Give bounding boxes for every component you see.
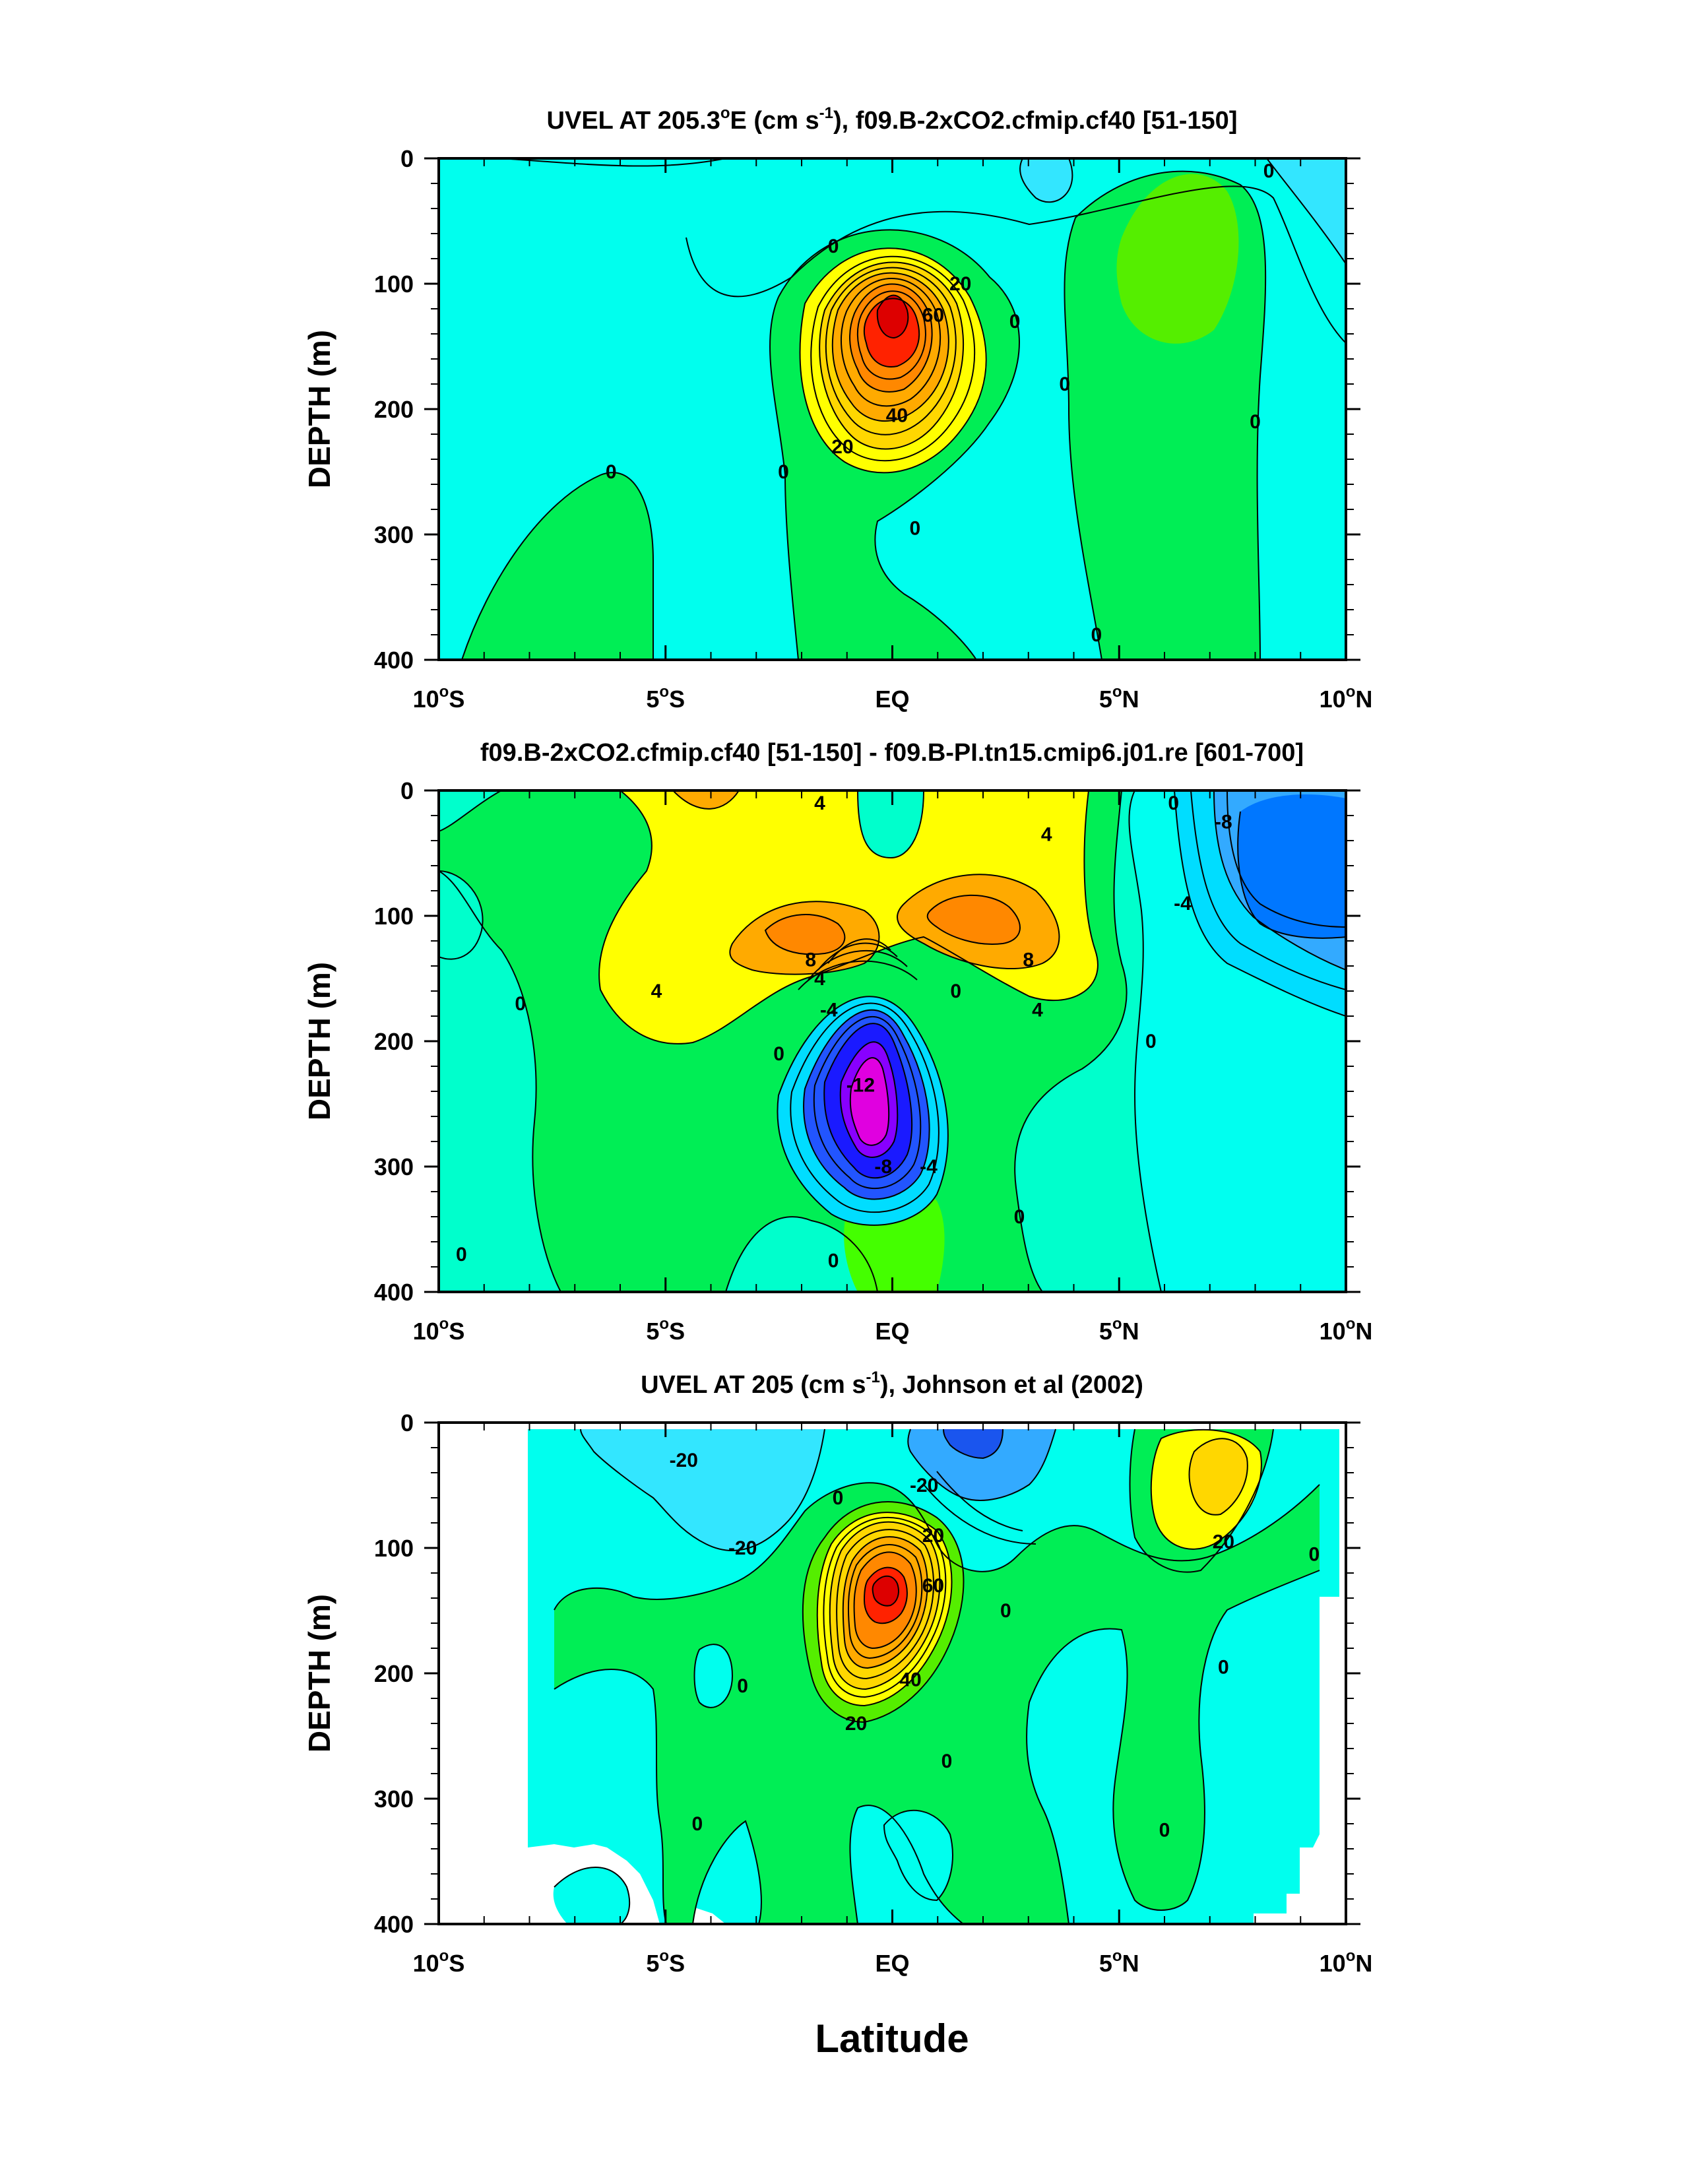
contour-label: 4 <box>1041 824 1052 846</box>
contour-label: 0 <box>1145 1031 1157 1052</box>
y-axis-label: DEPTH (m) <box>302 962 336 1120</box>
x-tick-label: 5oS <box>646 1315 685 1345</box>
contour-label: 0 <box>828 1250 839 1272</box>
y-tick-label: 300 <box>374 1153 414 1180</box>
contour-label: 0 <box>515 993 526 1015</box>
x-tick-label: 5oN <box>1099 1947 1139 1977</box>
contour-label: 0 <box>950 980 961 1002</box>
panel-3: UVEL AT 205 (cm s-1), Johnson et al (200… <box>439 1368 1346 1924</box>
contour-label: 4 <box>1032 1000 1043 1021</box>
y-tick-label: 100 <box>374 1535 414 1562</box>
x-tick-label: 10oN <box>1320 683 1373 713</box>
x-tick-label: EQ <box>875 1950 909 1977</box>
y-tick-label: 0 <box>400 1409 414 1436</box>
y-tick-label: 200 <box>374 396 414 423</box>
contour-label: 0 <box>773 1043 784 1065</box>
x-tick-label: EQ <box>875 1318 909 1345</box>
contour-label: 0 <box>692 1813 703 1835</box>
contour-label: 20 <box>831 436 853 458</box>
contour-label: 0 <box>1159 1820 1170 1842</box>
contour-label: 4 <box>814 968 825 990</box>
contour-label: 0 <box>1309 1544 1320 1566</box>
figure-xlabel: Latitude <box>815 2016 969 2061</box>
contour-label: 20 <box>922 1525 944 1547</box>
contour-label: 0 <box>828 236 839 257</box>
contour-label: 0 <box>1000 1600 1011 1622</box>
contour-label: -8 <box>1215 812 1232 833</box>
contour-label: 0 <box>737 1675 748 1697</box>
x-tick-label: 10oN <box>1320 1947 1373 1977</box>
y-tick-label: 100 <box>374 903 414 930</box>
panel-3-title: UVEL AT 205 (cm s-1), Johnson et al (200… <box>641 1368 1143 1399</box>
x-tick-label: 5oS <box>646 1947 685 1977</box>
panel-3-contour-fill <box>439 1423 1346 1924</box>
contour-label: 4 <box>814 792 825 814</box>
contour-label: 0 <box>941 1750 953 1772</box>
y-tick-label: 200 <box>374 1660 414 1687</box>
contour-label: 20 <box>1213 1531 1234 1553</box>
contour-label: -8 <box>874 1156 892 1178</box>
contour-label: 40 <box>899 1669 921 1691</box>
contour-label: 0 <box>778 461 789 483</box>
x-tick-label: 10oS <box>413 1315 465 1345</box>
y-tick-label: 400 <box>374 1279 414 1306</box>
contour-label: 0 <box>1091 624 1102 646</box>
x-tick-label: 5oS <box>646 683 685 713</box>
contour-label: -20 <box>670 1450 698 1471</box>
contour-label: 0 <box>1009 311 1021 333</box>
panel-1-contour-fill <box>439 158 1346 660</box>
contour-label: 0 <box>833 1487 844 1509</box>
contour-label: 8 <box>1023 949 1034 971</box>
y-tick-label: 400 <box>374 647 414 674</box>
panel-2-contour-fill <box>439 790 1346 1292</box>
panel-2-title: f09.B-2xCO2.cfmip.cf40 [51-150] - f09.B-… <box>480 739 1304 767</box>
contour-label: 60 <box>922 305 944 327</box>
y-tick-label: 300 <box>374 1785 414 1813</box>
y-axis-label: DEPTH (m) <box>302 330 336 488</box>
contour-label: 0 <box>1263 160 1275 182</box>
panel-1-title: UVEL AT 205.3oE (cm s-1), f09.B-2xCO2.cf… <box>547 104 1238 135</box>
x-tick-label: 10oN <box>1320 1315 1373 1345</box>
x-tick-label: 10oS <box>413 1947 465 1977</box>
contour-label: 0 <box>1014 1206 1025 1228</box>
contour-label: 40 <box>886 405 908 427</box>
contour-label: 0 <box>456 1244 467 1266</box>
y-tick-label: 300 <box>374 521 414 548</box>
contour-label: -20 <box>728 1537 757 1559</box>
y-axis-label: DEPTH (m) <box>302 1594 336 1752</box>
contour-label: 0 <box>1218 1657 1229 1679</box>
y-tick-label: 200 <box>374 1028 414 1055</box>
contour-label: -20 <box>910 1475 938 1496</box>
contour-label: 4 <box>651 980 662 1002</box>
contour-label: 60 <box>922 1575 944 1597</box>
y-tick-label: 0 <box>400 145 414 172</box>
contour-label: 0 <box>1059 373 1070 395</box>
contour-label: 20 <box>949 273 971 295</box>
panel-1: UVEL AT 205.3oE (cm s-1), f09.B-2xCO2.cf… <box>439 104 1346 660</box>
contour-label: 0 <box>910 518 921 540</box>
contour-label: 0 <box>606 461 617 483</box>
y-tick-label: 0 <box>400 777 414 804</box>
contour-label: -4 <box>1174 893 1192 915</box>
contour-label: -4 <box>920 1156 938 1178</box>
x-tick-label: 10oS <box>413 683 465 713</box>
x-tick-label: 5oN <box>1099 683 1139 713</box>
y-tick-label: 100 <box>374 271 414 298</box>
contour-label: -4 <box>820 1000 838 1021</box>
contour-label: -12 <box>846 1075 875 1097</box>
x-tick-label: EQ <box>875 686 909 713</box>
contour-label: 20 <box>845 1713 867 1735</box>
contour-label: 0 <box>1250 411 1261 433</box>
y-tick-label: 400 <box>374 1911 414 1938</box>
panel-2: f09.B-2xCO2.cfmip.cf40 [51-150] - f09.B-… <box>439 739 1346 1292</box>
contour-label: 8 <box>805 949 816 971</box>
x-tick-label: 5oN <box>1099 1315 1139 1345</box>
contour-label: 0 <box>1168 792 1179 814</box>
